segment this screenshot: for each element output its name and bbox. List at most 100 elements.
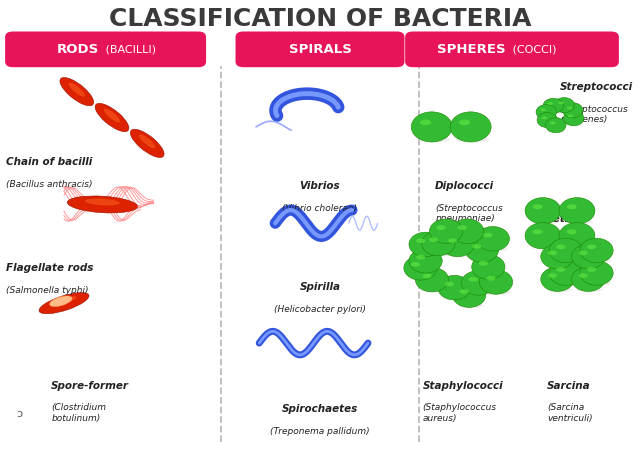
FancyBboxPatch shape (405, 31, 619, 67)
Ellipse shape (456, 239, 482, 244)
Ellipse shape (139, 134, 156, 149)
Text: Sarcina: Sarcina (547, 381, 591, 391)
Text: (Salmonella typhi): (Salmonella typhi) (6, 286, 89, 295)
Text: (Bacillus anthracis): (Bacillus anthracis) (6, 180, 93, 189)
Circle shape (438, 275, 471, 300)
Ellipse shape (579, 251, 588, 255)
Ellipse shape (540, 125, 557, 128)
Text: RODS: RODS (57, 43, 99, 56)
Text: SPHERES: SPHERES (437, 43, 506, 56)
Ellipse shape (550, 122, 556, 125)
Ellipse shape (436, 225, 445, 230)
Ellipse shape (531, 244, 559, 250)
Ellipse shape (539, 117, 556, 120)
Circle shape (404, 256, 437, 280)
Ellipse shape (458, 303, 484, 308)
Ellipse shape (585, 281, 611, 286)
Text: (COCCI): (COCCI) (509, 44, 556, 55)
Ellipse shape (577, 265, 603, 269)
Circle shape (572, 267, 605, 291)
Ellipse shape (417, 137, 450, 143)
Ellipse shape (486, 276, 495, 281)
Text: (Sarcina
ventriculi): (Sarcina ventriculi) (547, 403, 593, 423)
Circle shape (472, 255, 505, 279)
Text: CLASSIFICATION OF BACTERIA: CLASSIFICATION OF BACTERIA (109, 7, 531, 31)
Circle shape (409, 232, 442, 257)
Circle shape (541, 244, 574, 269)
Ellipse shape (541, 117, 547, 119)
Ellipse shape (468, 277, 477, 282)
Text: Spore-former: Spore-former (51, 381, 129, 391)
Ellipse shape (458, 225, 467, 230)
Ellipse shape (472, 244, 481, 249)
Circle shape (476, 227, 509, 251)
Ellipse shape (554, 281, 580, 286)
Circle shape (461, 271, 495, 295)
Ellipse shape (39, 292, 89, 314)
Ellipse shape (567, 229, 577, 235)
Circle shape (543, 98, 564, 113)
Ellipse shape (49, 296, 72, 306)
Text: (Vibrio cholerae): (Vibrio cholerae) (282, 204, 358, 212)
Ellipse shape (60, 78, 93, 106)
FancyBboxPatch shape (236, 31, 404, 67)
Circle shape (409, 249, 442, 273)
Ellipse shape (531, 219, 559, 225)
Circle shape (536, 104, 557, 119)
Ellipse shape (460, 289, 468, 294)
Ellipse shape (443, 296, 469, 300)
Ellipse shape (409, 276, 435, 281)
Circle shape (559, 197, 595, 224)
Ellipse shape (85, 198, 120, 205)
Ellipse shape (483, 233, 492, 237)
Ellipse shape (546, 287, 572, 292)
Ellipse shape (477, 275, 503, 280)
Ellipse shape (556, 267, 565, 272)
Ellipse shape (585, 258, 611, 263)
Circle shape (422, 231, 455, 256)
Ellipse shape (448, 238, 457, 243)
Text: Flagellate rods: Flagellate rods (6, 263, 94, 273)
Text: (Streptococcus
pyogenes): (Streptococcus pyogenes) (560, 105, 628, 124)
Ellipse shape (68, 83, 85, 97)
Ellipse shape (67, 196, 138, 213)
Ellipse shape (548, 251, 557, 255)
Text: Staphylococci: Staphylococci (422, 381, 503, 391)
Ellipse shape (414, 269, 440, 274)
Ellipse shape (540, 109, 546, 111)
Circle shape (450, 112, 491, 142)
Ellipse shape (558, 102, 564, 104)
Ellipse shape (556, 244, 565, 249)
Ellipse shape (567, 204, 577, 209)
Text: SPIRALS: SPIRALS (289, 43, 351, 56)
Circle shape (563, 111, 584, 126)
Ellipse shape (548, 273, 557, 278)
Circle shape (452, 283, 486, 307)
Ellipse shape (568, 115, 573, 118)
Circle shape (441, 232, 474, 257)
Text: (Staphylococcus
aureus): (Staphylococcus aureus) (422, 403, 497, 423)
Text: Tetrad: Tetrad (547, 214, 584, 224)
Ellipse shape (554, 258, 580, 263)
Ellipse shape (95, 103, 129, 132)
Ellipse shape (577, 287, 603, 292)
Ellipse shape (587, 267, 596, 272)
Circle shape (580, 261, 613, 285)
Circle shape (465, 238, 499, 262)
Text: ↄ: ↄ (16, 409, 22, 419)
Ellipse shape (420, 119, 431, 125)
Circle shape (412, 112, 452, 142)
Circle shape (415, 267, 449, 292)
Ellipse shape (546, 265, 572, 269)
Ellipse shape (435, 239, 461, 244)
Ellipse shape (104, 109, 120, 123)
Ellipse shape (131, 129, 164, 157)
Text: (BACILLI): (BACILLI) (102, 44, 156, 55)
Text: (Streptococcus
pneumoniae): (Streptococcus pneumoniae) (435, 204, 503, 223)
Circle shape (554, 98, 575, 113)
FancyBboxPatch shape (5, 31, 206, 67)
Circle shape (545, 118, 566, 133)
Ellipse shape (587, 244, 596, 249)
Ellipse shape (532, 204, 543, 209)
Circle shape (563, 103, 583, 118)
